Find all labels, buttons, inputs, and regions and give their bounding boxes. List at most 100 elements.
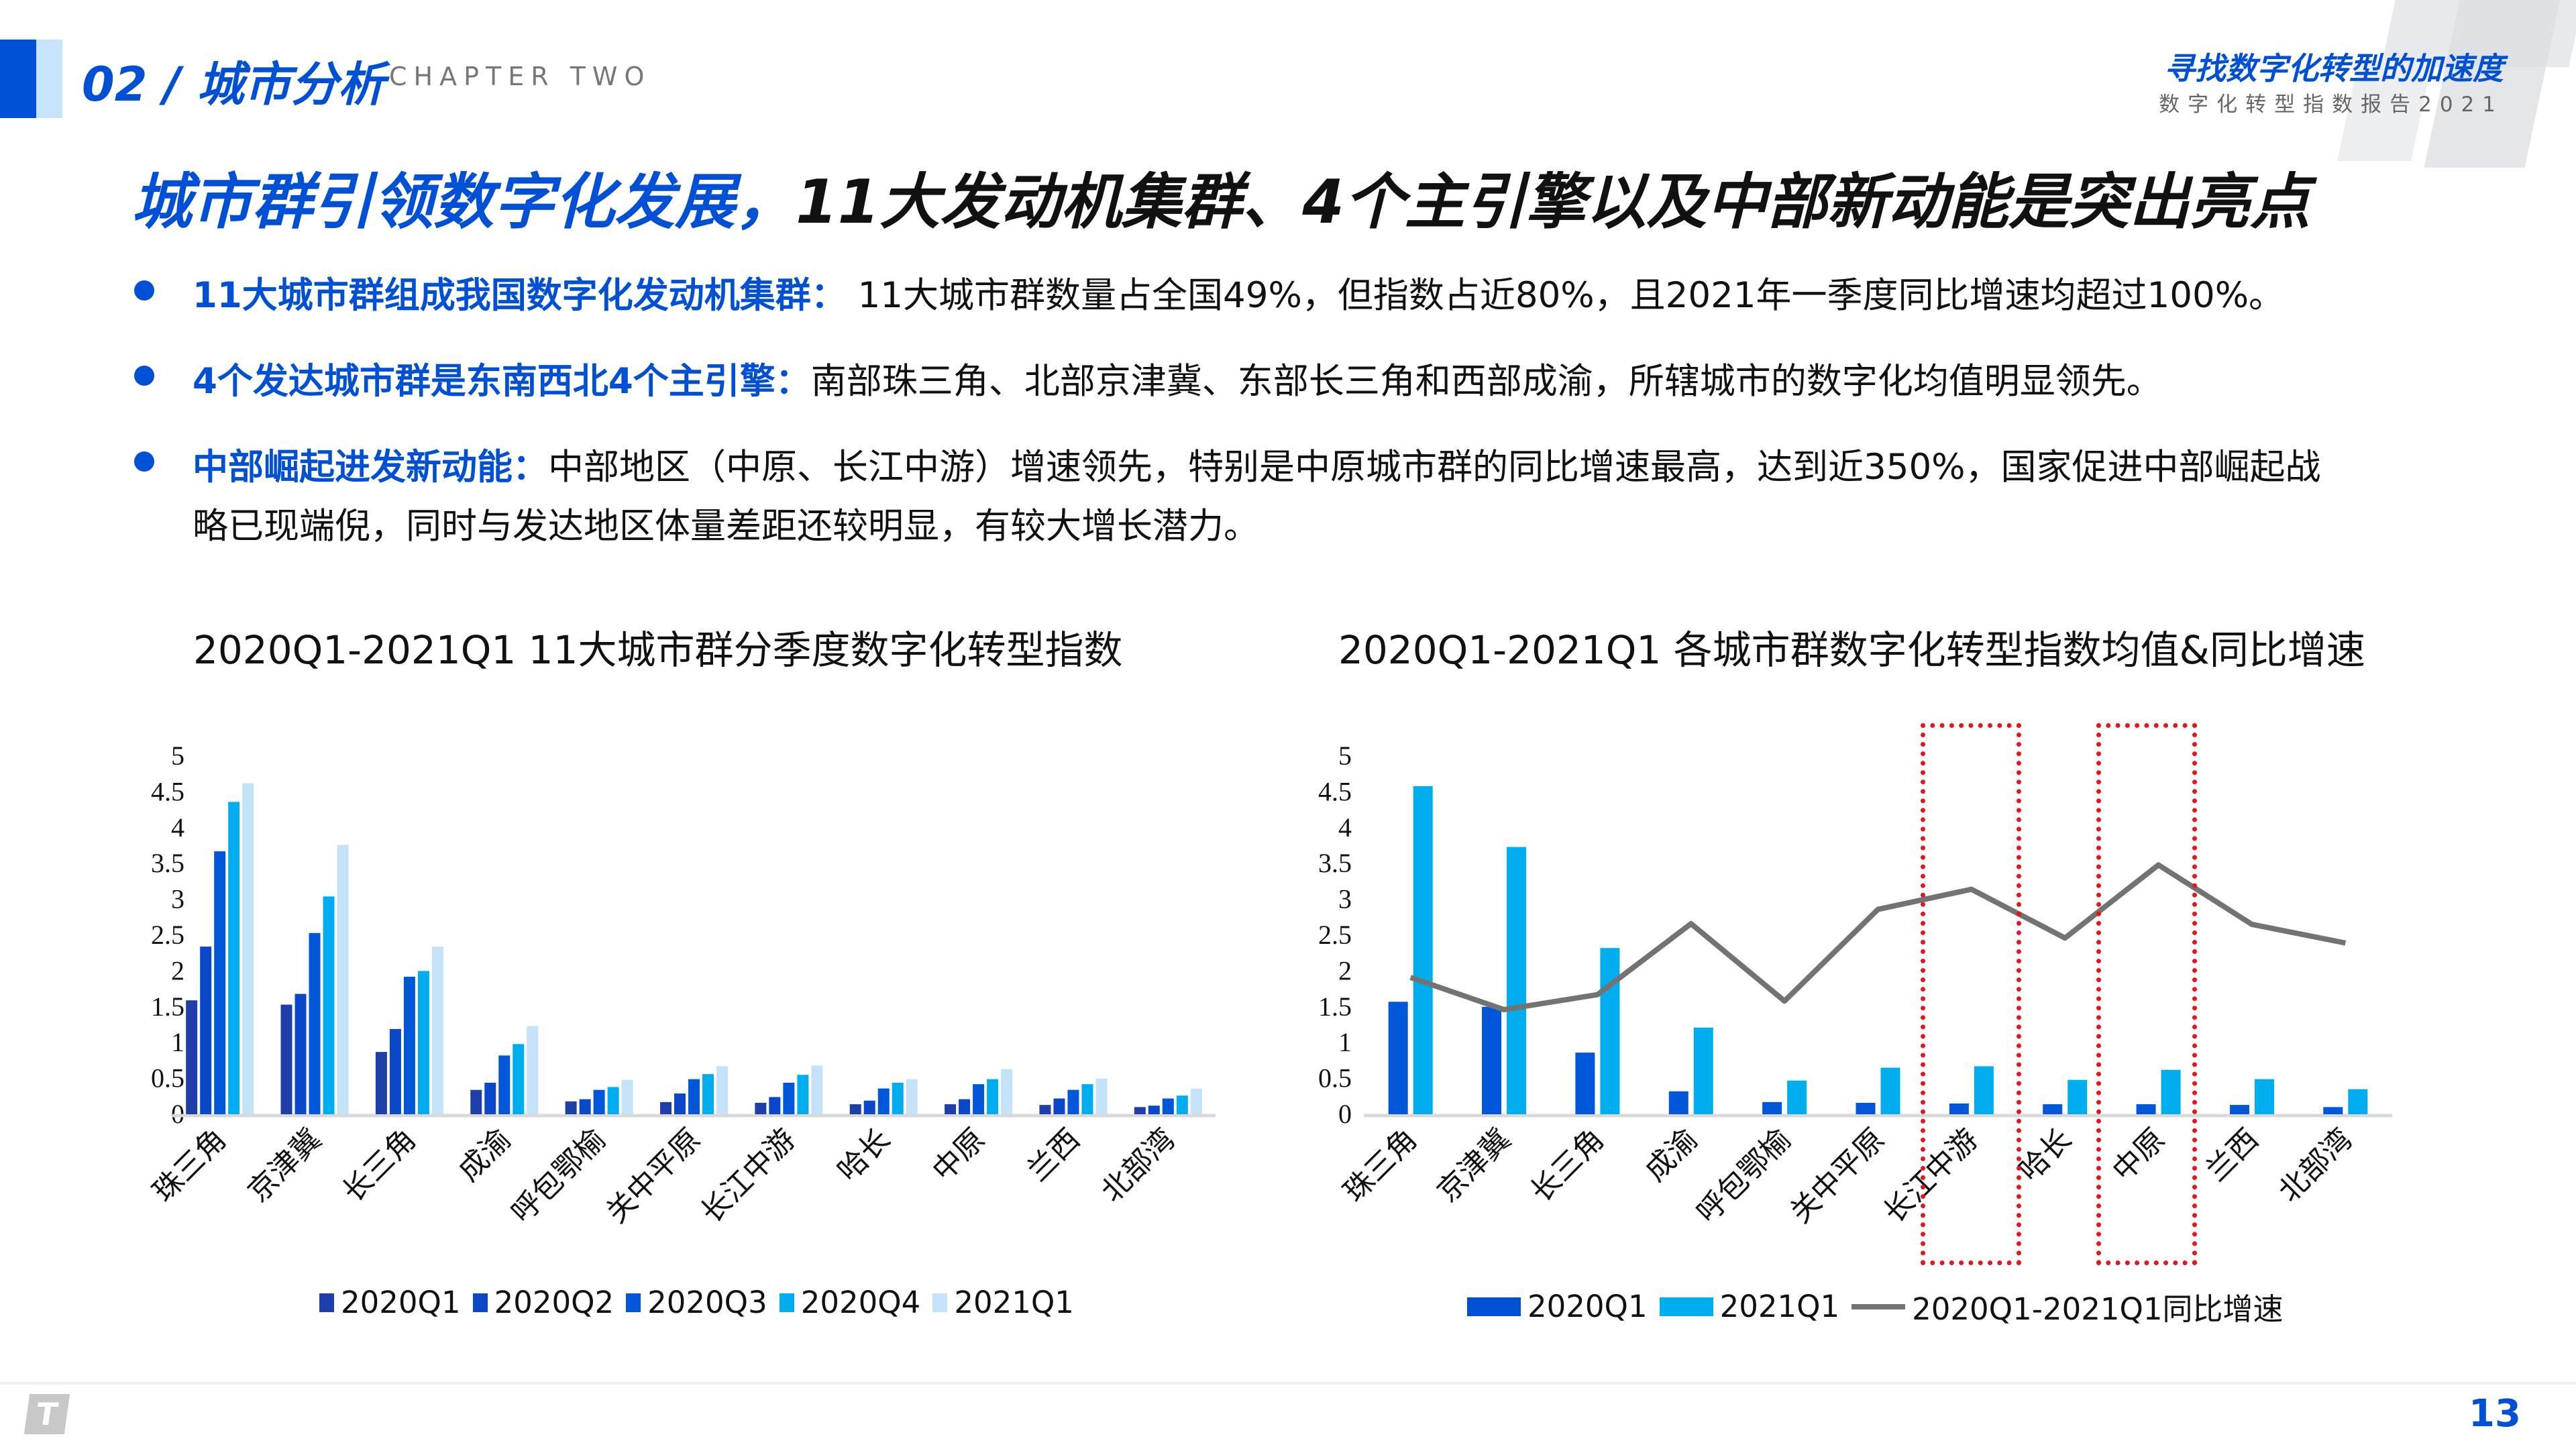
legend-swatch <box>472 1293 488 1312</box>
bar-2020Q4 <box>417 971 429 1114</box>
y-tick-label: 4.5 <box>1318 776 1352 806</box>
bar-2020Q1 <box>849 1104 861 1114</box>
report-title: 寻找数字化转型的加速度 <box>2164 50 2504 87</box>
legend-swatch <box>932 1293 948 1312</box>
bar-2020Q3 <box>877 1088 890 1114</box>
x-tick-label: 珠三角 <box>1337 1122 1424 1209</box>
legend-label: 2020Q2 <box>494 1285 614 1320</box>
bar-2020Q4 <box>607 1087 619 1114</box>
legend-item: 2020Q1-2021Q1同比增速 <box>1851 1285 2284 1328</box>
chapter-title: 02 / 城市分析 <box>82 57 385 112</box>
bar-2021Q1 <box>1095 1078 1108 1114</box>
bar-2020Q2 <box>674 1093 686 1114</box>
bar-2020Q2 <box>1053 1098 1065 1114</box>
bullet-label: 11大城市群组成我国数字化发动机集群： <box>193 275 847 316</box>
x-tick-label: 北部湾 <box>2272 1122 2359 1209</box>
bar-2021Q1 <box>1974 1066 1994 1114</box>
bar-2020Q2 <box>959 1099 971 1114</box>
bar-2020Q1 <box>2136 1104 2156 1114</box>
bar-2020Q2 <box>769 1097 781 1114</box>
bar-2020Q2 <box>484 1083 496 1114</box>
bar-2020Q3 <box>403 976 415 1114</box>
legend-line-swatch <box>1851 1303 1906 1309</box>
chart-left: 00.511.522.533.544.55珠三角京津冀长三角成渝呼包鄂榆关中平原… <box>146 741 1216 1230</box>
bar-2021Q1 <box>1413 786 1433 1114</box>
bar-2020Q4 <box>797 1075 809 1114</box>
bar-2020Q3 <box>309 932 321 1114</box>
x-tick-label: 兰西 <box>1020 1122 1086 1188</box>
legend-label: 2021Q1 <box>954 1285 1074 1320</box>
y-tick-label: 1.5 <box>151 991 184 1022</box>
x-tick-label: 哈长 <box>2012 1122 2078 1188</box>
bar-2020Q1 <box>280 1004 292 1114</box>
bullet-label: 中部崛起进发新动能： <box>193 447 548 488</box>
chart-title-right: 2020Q1-2021Q1 各城市群数字化转型指数均值&同比增速 <box>1338 627 2365 673</box>
brand-logo: T <box>23 1394 70 1434</box>
x-tick-label: 长三角 <box>1524 1122 1611 1209</box>
bar-2020Q1 <box>470 1089 482 1114</box>
bar-2020Q2 <box>200 947 212 1114</box>
bullet-text: 南部珠三角、北部京津冀、东部长三角和西部成渝，所辖城市的数字化均值明显领先。 <box>810 361 2162 402</box>
legend-label: 2020Q3 <box>647 1285 767 1320</box>
bar-2020Q1 <box>2323 1107 2343 1114</box>
x-tick-label: 呼包鄂榆 <box>504 1122 612 1230</box>
page-title-highlight: 城市群引领数字化发展， <box>131 167 796 237</box>
bar-2021Q1 <box>1693 1027 1713 1114</box>
bullet-icon <box>134 280 154 301</box>
bar-2020Q1 <box>1762 1102 1782 1114</box>
legend-swatch <box>319 1293 334 1312</box>
legend-label: 2020Q1 <box>1527 1289 1648 1324</box>
x-tick-label: 兰西 <box>2199 1122 2265 1188</box>
legend-swatch <box>626 1293 641 1312</box>
legend-item: 2020Q1 <box>319 1285 461 1320</box>
bar-2020Q2 <box>389 1028 401 1114</box>
bar-2020Q3 <box>783 1083 795 1114</box>
bar-2020Q3 <box>593 1089 605 1114</box>
chapter-accent-bar <box>0 40 36 118</box>
bar-2020Q4 <box>892 1083 904 1114</box>
bar-2020Q1 <box>1134 1107 1146 1114</box>
bar-2020Q1 <box>565 1101 577 1114</box>
bar-2020Q3 <box>498 1055 511 1114</box>
bar-2020Q2 <box>863 1100 875 1114</box>
page-number: 13 <box>2469 1392 2521 1436</box>
x-tick-label: 长江中游 <box>694 1122 802 1230</box>
bar-2020Q2 <box>579 1099 591 1114</box>
bar-2021Q1 <box>1880 1067 1900 1114</box>
chart-title-left: 2020Q1-2021Q1 11大城市群分季度数字化转型指数 <box>193 627 1123 673</box>
bar-2020Q4 <box>987 1079 999 1114</box>
y-tick-label: 2.5 <box>1318 920 1352 950</box>
y-tick-label: 4 <box>1338 812 1352 843</box>
bar-2021Q1 <box>242 783 254 1114</box>
bullet-icon <box>134 366 154 386</box>
y-tick-label: 3.5 <box>1318 848 1352 878</box>
bar-2021Q1 <box>716 1066 728 1114</box>
bar-2020Q4 <box>702 1074 714 1114</box>
y-tick-label: 0.5 <box>1318 1063 1352 1093</box>
page-title: 城市群引领数字化发展，11大发动机集群、4个主引擎以及中部新动能是突出亮点 <box>131 153 2310 240</box>
bar-2021Q1 <box>2161 1069 2181 1114</box>
bar-2021Q1 <box>2348 1089 2368 1114</box>
y-tick-label: 3 <box>1338 884 1352 914</box>
bullet-item: 4个发达城市群是东南西北4个主引擎：南部珠三角、北部京津冀、东部长三角和西部成渝… <box>193 364 2162 399</box>
y-tick-label: 5 <box>171 741 184 771</box>
bar-2020Q1 <box>1856 1102 1876 1114</box>
legend-label: 2020Q4 <box>800 1285 921 1320</box>
bar-2020Q4 <box>1176 1095 1188 1114</box>
bullet-icon <box>134 451 154 472</box>
legend-label: 2020Q1 <box>341 1285 461 1320</box>
growth-rate-line <box>1409 862 2347 1013</box>
y-tick-label: 4.5 <box>151 776 184 806</box>
x-tick-label: 京津冀 <box>1430 1122 1517 1209</box>
x-tick-label: 关中平原 <box>600 1122 708 1230</box>
legend-swatch <box>779 1293 794 1312</box>
y-tick-label: 1 <box>171 1027 184 1057</box>
x-tick-label: 中原 <box>926 1122 991 1188</box>
bar-2020Q1 <box>1949 1103 1969 1114</box>
x-tick-label: 京津冀 <box>241 1122 327 1209</box>
bar-2021Q1 <box>811 1065 823 1114</box>
bar-2020Q1 <box>755 1102 767 1114</box>
legend-item: 2020Q2 <box>472 1285 614 1320</box>
bar-2020Q1 <box>660 1102 672 1114</box>
bullet-item: 11大城市群组成我国数字化发动机集群： 11大城市群数量占全国49%，但指数占近… <box>193 278 2284 313</box>
